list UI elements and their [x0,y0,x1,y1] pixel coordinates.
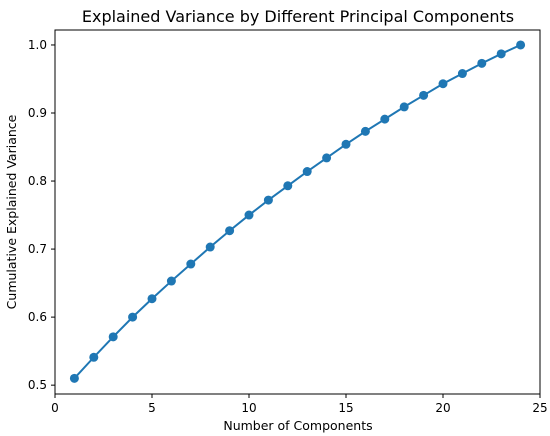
data-point [399,102,409,112]
chart-title: Explained Variance by Different Principa… [82,7,514,26]
y-tick-label: 0.5 [28,378,47,392]
x-axis-label: Number of Components [223,418,372,433]
data-point [360,126,370,136]
y-tick-label: 0.7 [28,242,47,256]
data-point [205,242,215,252]
x-tick-label: 20 [435,401,450,415]
y-tick-label: 0.6 [28,310,47,324]
data-point [322,153,332,163]
data-point [89,352,99,362]
data-point [186,259,196,269]
data-point [283,181,293,191]
y-tick-label: 1.0 [28,38,47,52]
data-point [341,139,351,149]
data-point [244,210,254,220]
data-point [128,312,138,322]
data-point [516,40,526,50]
x-tick-label: 5 [148,401,156,415]
x-tick-label: 15 [338,401,353,415]
data-point [477,58,487,68]
plot-frame [54,29,541,395]
x-tick-label: 0 [51,401,59,415]
x-tick-label: 10 [241,401,256,415]
y-tick-label: 0.9 [28,106,47,120]
data-point [380,114,390,124]
data-point [457,69,467,79]
data-point [147,294,157,304]
series-layer [69,40,526,383]
data-point [302,167,312,177]
data-point [263,195,273,205]
data-point [496,49,506,59]
data-point [419,90,429,100]
y-axis: 0.5 0.6 0.7 0.8 0.9 1.0 [28,38,55,392]
x-tick-label: 25 [532,401,547,415]
data-point [108,332,118,342]
y-axis-label: Cumulative Explained Variance [4,114,19,309]
data-point [69,373,79,383]
y-tick-label: 0.8 [28,174,47,188]
data-point [438,79,448,89]
data-point [166,276,176,286]
series-line [73,44,522,380]
x-axis: 0 5 10 15 20 25 [51,394,548,415]
data-point [225,226,235,236]
